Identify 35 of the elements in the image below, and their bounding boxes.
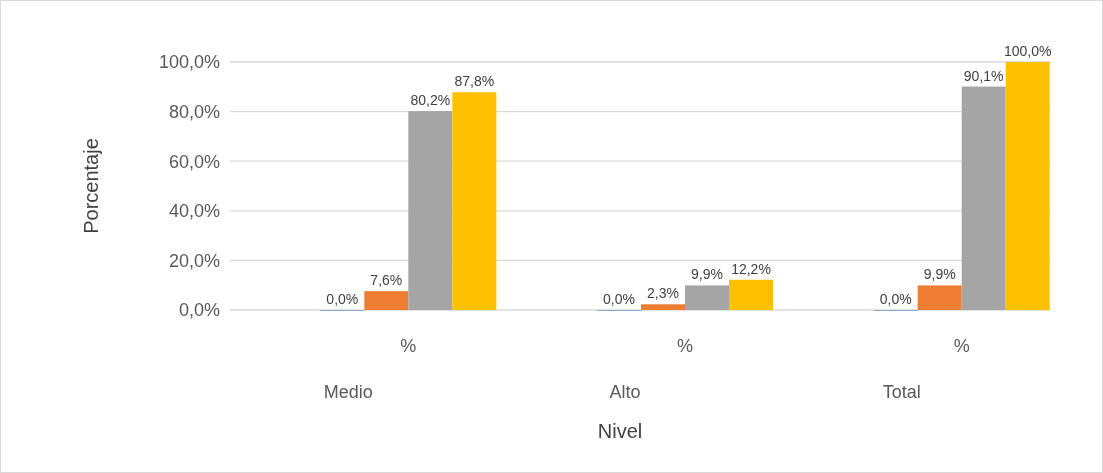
bar (364, 291, 409, 310)
bar (685, 285, 729, 310)
bar (729, 279, 773, 310)
y-tick-label: 100,0% (158, 52, 220, 73)
x-tick-label: Medio (323, 382, 373, 402)
y-axis-title: Porcentaje (80, 138, 102, 234)
data-label: 9,9% (691, 266, 723, 283)
x-tick-label: Alto (609, 382, 641, 402)
data-label: 2,3% (647, 285, 679, 302)
x-axis-title: Nivel (597, 420, 643, 442)
y-tick-label: 40,0% (168, 201, 220, 222)
x-tick-label: Total (882, 382, 921, 402)
y-tick-label: 60,0% (168, 151, 220, 172)
bar (917, 285, 962, 310)
data-label: 0,0% (326, 291, 359, 307)
data-label: 0,0% (603, 291, 635, 307)
y-tick-label: 0,0% (178, 300, 220, 321)
data-label: 80,2% (410, 92, 451, 109)
bar (452, 92, 497, 310)
bar (961, 86, 1006, 310)
text: % (953, 336, 970, 356)
bar (408, 111, 453, 310)
y-tick-label: 80,0% (168, 101, 220, 122)
data-label: 87,8% (454, 73, 495, 90)
bar (1005, 62, 1050, 310)
data-label: 90,1% (963, 67, 1004, 84)
text: % (400, 336, 417, 356)
bar (641, 304, 685, 310)
data-label: 0,0% (879, 291, 912, 307)
data-label: 100,0% (1003, 43, 1052, 59)
data-label: 7,6% (370, 272, 403, 289)
y-tick-label: 20,0% (168, 250, 220, 271)
data-label: 12,2% (731, 260, 771, 277)
data-label: 9,9% (923, 266, 956, 283)
text: % (676, 336, 694, 356)
